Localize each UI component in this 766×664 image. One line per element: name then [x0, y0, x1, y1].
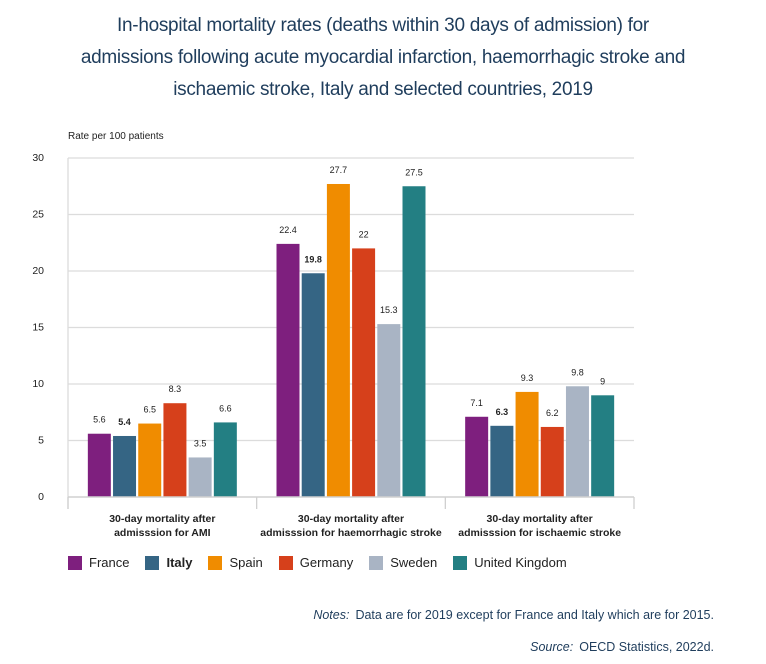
x-axis	[67, 496, 635, 509]
legend-item-italy: Italy	[145, 555, 192, 570]
bar-italy	[113, 435, 137, 497]
legend-label: United Kingdom	[474, 555, 567, 570]
legend-item-united-kingdom: United Kingdom	[453, 555, 567, 570]
bar-spain	[326, 183, 350, 498]
y-axis-ticks: 0 5 10 15 20 25 30	[32, 152, 44, 503]
source: Source: OECD Statistics, 2022d.	[530, 640, 714, 654]
x-category-label: admisssion for AMI	[114, 527, 211, 539]
data-label: 22.4	[279, 225, 297, 235]
bar-france	[276, 243, 300, 497]
data-labels: 5.6 5.4 6.5 8.3 3.5 6.6 22.4 19.8 27.7 22 15.3 27.5…	[93, 165, 605, 448]
notes-label: Notes:	[313, 608, 350, 622]
legend-label: Italy	[166, 555, 193, 570]
legend-swatch	[369, 555, 384, 570]
data-label: 27.7	[330, 165, 348, 175]
legend-item-spain: Spain	[208, 555, 263, 570]
legend-swatch	[453, 555, 468, 570]
legend-label: Spain	[229, 555, 263, 570]
data-label: 3.5	[194, 438, 207, 448]
data-label: 5.4	[118, 417, 131, 427]
chart-title-line: In-hospital mortality rates (deaths with…	[117, 15, 649, 36]
data-label: 19.8	[304, 254, 322, 264]
legend-item-france: France	[68, 555, 129, 570]
y-tick-label: 30	[32, 152, 44, 164]
bar-france	[87, 433, 111, 497]
x-axis-labels: 30-day mortality after admisssion for AMI…	[109, 513, 621, 539]
bars	[87, 183, 615, 498]
legend: France Italy Spain Germany Sweden United King…	[68, 555, 583, 570]
x-category-label: 30-day mortality after	[487, 513, 593, 525]
x-category-label: 30-day mortality after	[109, 513, 215, 525]
bar-france	[465, 416, 489, 497]
legend-item-sweden: Sweden	[369, 555, 437, 570]
legend-swatch	[208, 555, 223, 570]
notes: Notes: Data are for 2019 except for Franc…	[313, 608, 714, 622]
legend-label: Sweden	[390, 555, 438, 570]
data-label: 9.8	[571, 367, 584, 377]
data-label: 7.1	[470, 398, 483, 408]
data-label: 27.5	[405, 167, 423, 177]
gridlines	[67, 157, 634, 509]
x-category-label: admisssion for haemorrhagic stroke	[260, 527, 442, 539]
data-label: 6.5	[143, 405, 156, 415]
y-tick-label: 15	[32, 322, 44, 334]
bar-italy	[490, 425, 514, 497]
bar-united-kingdom	[213, 422, 237, 497]
chart-title: In-hospital mortality rates (deaths with…	[0, 10, 766, 106]
bar-sweden	[188, 457, 212, 497]
y-tick-label: 5	[38, 435, 44, 447]
legend-swatch	[278, 555, 293, 570]
bar-united-kingdom	[591, 395, 615, 497]
data-label: 22	[359, 229, 369, 239]
y-tick-label: 0	[38, 491, 44, 503]
data-label: 9	[600, 376, 605, 386]
legend-swatch	[145, 555, 160, 570]
bar-germany	[540, 426, 564, 497]
bar-spain	[138, 423, 162, 497]
bar-sweden	[377, 324, 401, 497]
bar-sweden	[565, 386, 589, 497]
y-tick-label: 10	[32, 378, 44, 390]
data-label: 6.2	[546, 408, 559, 418]
bar-italy	[301, 273, 325, 497]
bar-germany	[163, 403, 187, 497]
y-tick-label: 20	[32, 265, 44, 277]
legend-swatch	[68, 555, 82, 570]
data-label: 6.6	[219, 403, 232, 413]
chart-title-line: ischaemic stroke, Italy and selected cou…	[173, 79, 593, 100]
legend-label: France	[89, 555, 130, 570]
data-label: 9.3	[521, 373, 534, 383]
x-category-label: 30-day mortality after	[298, 513, 404, 525]
source-text: OECD Statistics, 2022d.	[579, 640, 714, 654]
notes-text: Data are for 2019 except for France and …	[355, 608, 714, 622]
data-label: 15.3	[380, 305, 398, 315]
y-axis-label: Rate per 100 patients	[68, 131, 164, 142]
data-label: 5.6	[93, 415, 106, 425]
legend-label: Germany	[299, 555, 354, 570]
bar-germany	[352, 248, 376, 497]
bar-chart: 0 5 10 15 20 25 30 5.6 5.4 6.5 8.3 3.5 6.6 22.4 19.8 2…	[32, 152, 635, 539]
legend-item-germany: Germany	[278, 555, 354, 570]
bar-united-kingdom	[402, 186, 426, 497]
data-label: 8.3	[169, 384, 182, 394]
data-label: 6.3	[496, 407, 509, 417]
y-tick-label: 25	[32, 209, 44, 221]
bar-spain	[515, 391, 539, 497]
x-category-label: admisssion for ischaemic stroke	[458, 527, 621, 539]
source-label: Source:	[530, 640, 574, 654]
chart-title-line: admissions following acute myocardial in…	[80, 47, 686, 68]
